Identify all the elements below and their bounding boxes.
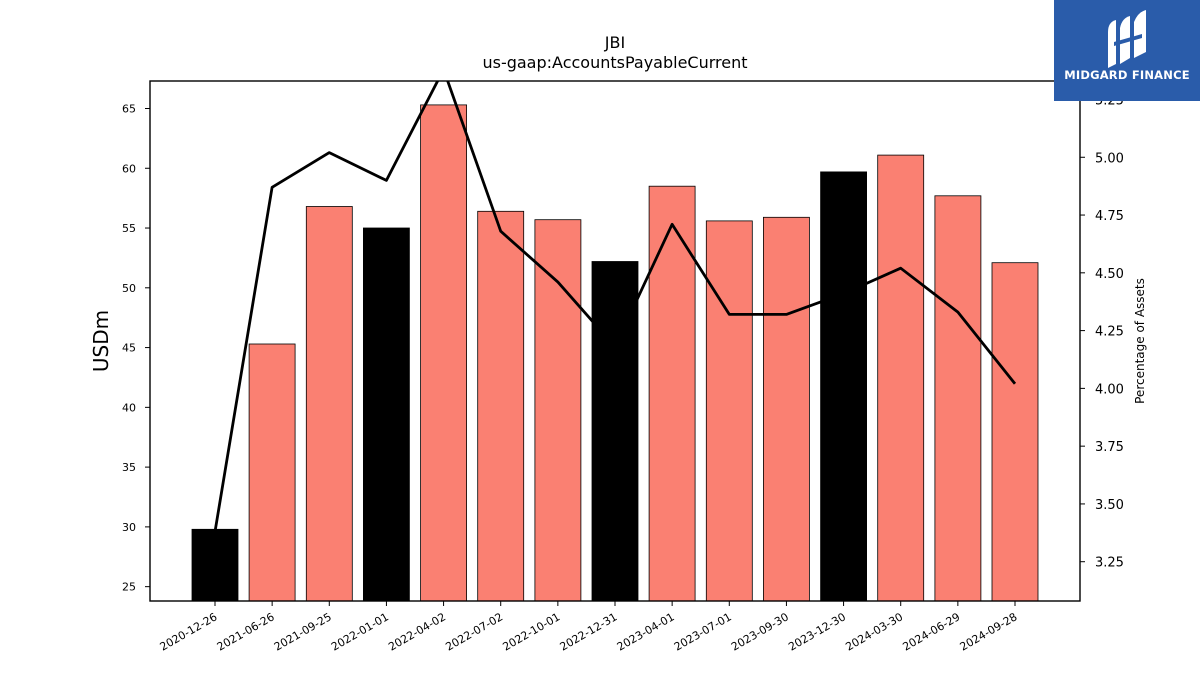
bar bbox=[705, 220, 753, 601]
y-tick-label: 35 bbox=[122, 461, 136, 474]
bar bbox=[305, 206, 353, 601]
y-tick-label-right: 3.50 bbox=[1095, 498, 1124, 513]
bar bbox=[248, 343, 296, 601]
x-axis: 2020-12-262021-06-262021-09-252022-01-01… bbox=[158, 601, 1020, 654]
bar bbox=[820, 171, 867, 601]
y-tick-label: 50 bbox=[122, 282, 136, 295]
bar bbox=[934, 195, 982, 601]
x-tick-label: 2021-06-26 bbox=[215, 610, 277, 653]
bar bbox=[477, 210, 525, 601]
y-tick-label-right: 4.00 bbox=[1095, 382, 1124, 397]
y-axis-label-right: Percentage of Assets bbox=[1133, 278, 1147, 404]
midgard-finance-logo: MIDGARD FINANCE bbox=[1054, 0, 1200, 101]
bar bbox=[877, 154, 925, 601]
y-tick-label: 60 bbox=[122, 162, 136, 175]
y-tick-label-right: 4.75 bbox=[1095, 209, 1124, 224]
y-axis-right: 3.253.503.754.004.254.504.755.005.25 bbox=[1080, 93, 1124, 571]
y-axis-left: 25 30 35 40 45 50 55 60 65 bbox=[122, 102, 150, 594]
x-tick-label: 2022-10-01 bbox=[500, 610, 562, 653]
x-tick-label: 2024-03-30 bbox=[843, 610, 905, 653]
y-tick-label-right: 4.25 bbox=[1095, 325, 1124, 340]
x-tick-label: 2024-06-29 bbox=[900, 610, 962, 653]
x-tick-label: 2023-04-01 bbox=[615, 610, 677, 653]
x-tick-label: 2022-04-02 bbox=[386, 610, 448, 653]
x-tick-label: 2020-12-26 bbox=[158, 610, 220, 653]
midgard-logo-icon bbox=[1108, 10, 1146, 68]
percentage-line bbox=[213, 81, 1017, 532]
x-tick-label: 2024-09-28 bbox=[958, 610, 1020, 653]
x-tick-label: 2023-07-01 bbox=[672, 610, 734, 653]
y-tick-label-right: 3.75 bbox=[1095, 440, 1124, 455]
y-tick-label: 30 bbox=[122, 521, 136, 534]
x-tick-label: 2023-09-30 bbox=[729, 610, 791, 653]
y-tick-label: 55 bbox=[122, 222, 136, 235]
x-tick-label: 2022-07-02 bbox=[443, 610, 505, 653]
bar-series bbox=[191, 104, 1039, 601]
bar bbox=[362, 227, 410, 601]
y-tick-label: 25 bbox=[122, 581, 136, 594]
x-tick-label: 2023-12-30 bbox=[786, 610, 848, 653]
bar bbox=[763, 216, 810, 601]
y-tick-label: 65 bbox=[122, 102, 136, 115]
x-tick-label: 2022-12-31 bbox=[558, 610, 620, 653]
chart-title: JBI bbox=[604, 33, 625, 52]
y-axis-label-left: USDm bbox=[89, 310, 113, 372]
y-tick-label-right: 4.50 bbox=[1095, 267, 1124, 282]
y-tick-label: 45 bbox=[122, 342, 136, 355]
bar bbox=[191, 528, 239, 601]
x-tick-label: 2021-09-25 bbox=[272, 610, 334, 653]
logo-text: MIDGARD FINANCE bbox=[1064, 68, 1190, 82]
chart-subtitle: us-gaap:AccountsPayableCurrent bbox=[482, 53, 747, 72]
bar bbox=[591, 261, 639, 601]
y-tick-label: 40 bbox=[122, 401, 136, 414]
bar bbox=[420, 104, 468, 601]
y-tick-label-right: 5.00 bbox=[1095, 151, 1124, 166]
bar bbox=[534, 219, 582, 601]
x-tick-label: 2022-01-01 bbox=[329, 610, 391, 653]
bar bbox=[991, 262, 1039, 601]
y-tick-label-right: 3.25 bbox=[1095, 556, 1124, 571]
line-series bbox=[213, 81, 1017, 532]
